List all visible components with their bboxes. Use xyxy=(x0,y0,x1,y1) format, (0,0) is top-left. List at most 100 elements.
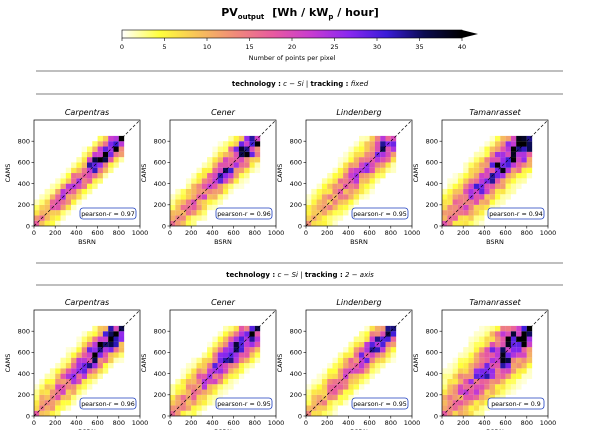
heatmap-cell xyxy=(353,384,360,390)
heatmap-cell xyxy=(495,352,501,358)
heatmap-cell xyxy=(348,357,354,364)
heatmap-cell xyxy=(92,331,98,337)
heatmap-cell xyxy=(516,167,522,174)
heatmap-cell xyxy=(337,368,344,374)
heatmap-cell xyxy=(479,389,485,395)
heatmap-cell xyxy=(175,389,181,395)
heatmap-cell xyxy=(217,368,224,374)
heatmap-cell xyxy=(463,188,469,195)
heatmap-cell xyxy=(81,336,88,342)
heatmap-cell xyxy=(76,188,82,195)
heatmap-cell xyxy=(196,204,202,211)
x-tick-label: 600 xyxy=(499,229,511,237)
heatmap-cell xyxy=(348,178,354,184)
x-tick-label: 600 xyxy=(363,229,375,237)
heatmap-cell xyxy=(526,146,533,152)
heatmap-cell xyxy=(55,194,61,200)
heatmap-cell xyxy=(484,400,490,406)
heatmap-cell xyxy=(327,199,333,205)
heatmap-cell xyxy=(207,194,213,200)
heatmap-cell xyxy=(92,347,98,353)
heatmap-cell xyxy=(473,363,480,369)
heatmap-cell xyxy=(44,199,50,205)
heatmap-cell xyxy=(463,220,469,227)
heatmap-cell xyxy=(510,183,517,189)
y-axis-label: CAMS xyxy=(412,354,420,373)
heatmap-cell xyxy=(484,325,490,332)
heatmap-cell xyxy=(254,141,261,147)
heatmap-cell xyxy=(390,352,397,358)
heatmap-cell xyxy=(87,347,93,353)
heatmap-cell xyxy=(353,378,360,385)
y-tick-label: 400 xyxy=(18,180,30,188)
heatmap-cell xyxy=(71,162,77,168)
heatmap-cell xyxy=(521,373,527,379)
heatmap-cell xyxy=(170,220,176,227)
heatmap-cell xyxy=(180,405,186,411)
heatmap-cell xyxy=(76,178,82,184)
heatmap-cell xyxy=(447,378,453,385)
heatmap-cell xyxy=(385,325,391,332)
heatmap-cell xyxy=(364,141,370,147)
heatmap-cell xyxy=(526,373,533,379)
heatmap-cell xyxy=(521,357,527,364)
heatmap-cell xyxy=(510,325,517,332)
heatmap-cell xyxy=(316,194,322,200)
heatmap-cell xyxy=(228,151,234,158)
heatmap-cell xyxy=(526,341,533,348)
heatmap-cell xyxy=(170,410,176,417)
y-tick-label: 600 xyxy=(426,349,438,357)
heatmap-cell xyxy=(348,384,354,390)
heatmap-cell xyxy=(228,331,234,337)
heatmap-cell xyxy=(180,199,186,205)
heatmap-cell xyxy=(316,400,322,406)
heatmap-cell xyxy=(233,352,239,358)
heatmap-cell xyxy=(473,400,480,406)
heatmap-cell xyxy=(311,394,317,401)
heatmap-cell xyxy=(60,173,66,179)
heatmap-cell xyxy=(364,194,370,200)
x-tick-label: 1000 xyxy=(268,419,285,427)
pearson-label: pearson-r = 0.95 xyxy=(353,401,407,408)
heatmap-cell xyxy=(457,368,464,374)
pearson-box xyxy=(351,207,409,220)
heatmap-cell xyxy=(374,141,381,147)
heatmap-cell xyxy=(348,363,354,369)
figure-title: PVoutput [Wh / kWp / hour] xyxy=(221,6,379,21)
heatmap-cell xyxy=(34,215,40,221)
heatmap-cell xyxy=(97,363,103,369)
heatmap-cell xyxy=(348,151,354,158)
heatmap-cell xyxy=(374,173,381,179)
heatmap-cell xyxy=(196,373,202,379)
heatmap-cell xyxy=(306,400,312,406)
heatmap-cell xyxy=(44,210,50,216)
heatmap-cell xyxy=(212,347,218,353)
heatmap-cell xyxy=(327,378,333,385)
heatmap-cell xyxy=(311,204,317,211)
x-tick-label: 800 xyxy=(249,419,261,427)
heatmap-cell xyxy=(452,173,458,179)
heatmap-cell xyxy=(316,384,322,390)
heatmap-cell xyxy=(180,204,186,211)
heatmap-cell xyxy=(343,384,349,390)
heatmap-cell xyxy=(207,347,213,353)
heatmap-cell xyxy=(348,167,354,174)
heatmap-cell xyxy=(516,162,522,168)
heatmap-cell xyxy=(76,357,82,364)
heatmap-cell xyxy=(332,178,338,184)
heatmap-cell xyxy=(65,384,72,390)
heatmap-cell xyxy=(447,178,453,184)
heatmap-cell xyxy=(484,194,490,200)
heatmap-cell xyxy=(452,357,458,364)
heatmap-cell xyxy=(49,194,56,200)
x-tick-label: 1000 xyxy=(132,419,149,427)
heatmap-cell xyxy=(71,394,77,401)
heatmap-cell xyxy=(311,400,317,406)
heatmap-cell xyxy=(457,215,464,221)
heatmap-cell xyxy=(473,357,480,364)
heatmap-cell xyxy=(348,341,354,348)
heatmap-cell xyxy=(223,141,229,147)
heatmap-cell xyxy=(447,220,453,227)
heatmap-cell xyxy=(516,352,522,358)
heatmap-cell xyxy=(500,373,506,379)
